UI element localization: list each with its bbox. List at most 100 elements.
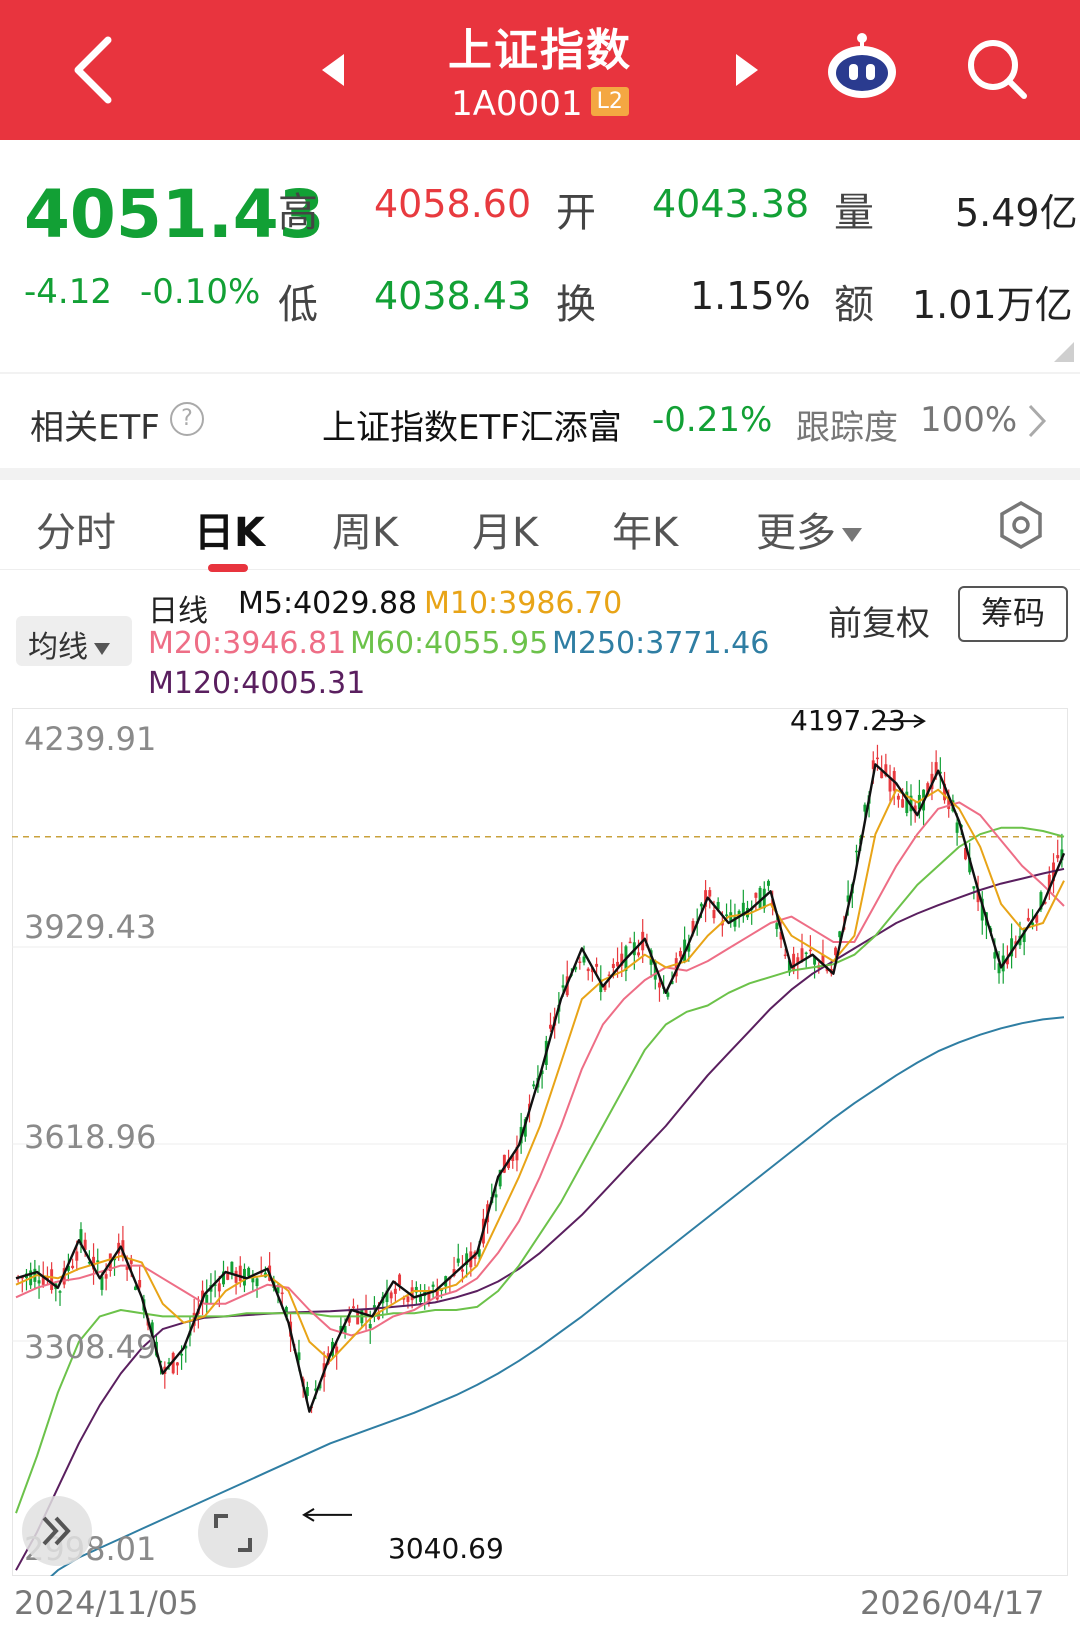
help-icon[interactable]: ?	[170, 402, 204, 436]
candle-body	[863, 804, 867, 812]
candle-body	[540, 1070, 544, 1074]
candle-body	[741, 902, 745, 917]
previous-stock-icon[interactable]	[318, 50, 348, 90]
high-annotation: 4197.23	[790, 704, 906, 737]
fullscreen-button[interactable]	[198, 1498, 268, 1568]
candle-body	[997, 963, 1001, 974]
tab-weekly-k[interactable]: 周K	[332, 510, 399, 556]
kline-chart[interactable]	[12, 708, 1068, 1576]
period-tabs	[0, 478, 1080, 570]
level2-badge: L2	[590, 87, 629, 116]
candle-body	[993, 952, 997, 959]
candle-body	[402, 1298, 406, 1300]
candle-body	[704, 890, 708, 907]
next-stock-icon[interactable]	[732, 50, 762, 90]
expand-left-button[interactable]	[22, 1496, 92, 1566]
period-label: 日线	[148, 594, 208, 629]
ma-selector[interactable]: 均线	[16, 616, 132, 666]
back-arrow-icon[interactable]	[60, 30, 130, 110]
candle-body	[976, 888, 980, 903]
ma120-value: M120:4005.31	[148, 666, 366, 701]
candle-body	[708, 890, 712, 897]
candle-body	[456, 1258, 460, 1263]
candle-body	[213, 1284, 217, 1286]
candle-body	[716, 901, 720, 910]
candle-body	[134, 1286, 137, 1290]
candle-body	[532, 1084, 536, 1087]
candle-body	[766, 880, 770, 886]
candle-body	[582, 956, 586, 963]
candle-body	[356, 1312, 360, 1325]
candle-body	[1047, 874, 1051, 892]
candle-body	[1026, 917, 1030, 921]
candle-body	[611, 963, 615, 968]
candle-body	[595, 963, 599, 967]
tab-monthly-k[interactable]: 月K	[472, 510, 539, 556]
candle-body	[880, 771, 884, 779]
candle-body	[129, 1258, 133, 1264]
candle-body	[808, 949, 812, 952]
candle-body	[691, 920, 695, 934]
adjustment-mode[interactable]: 前复权	[828, 604, 930, 644]
divider	[0, 372, 1080, 374]
top-header: 上证指数 1A0001 L2	[0, 0, 1080, 140]
candle-body	[234, 1270, 238, 1283]
candle-body	[888, 776, 892, 792]
candle-body	[217, 1283, 221, 1292]
tab-yearly-k[interactable]: 年K	[612, 510, 679, 556]
candle-body	[460, 1269, 464, 1272]
candle-body	[343, 1325, 347, 1334]
candle-body	[955, 822, 959, 833]
candle-body	[507, 1159, 511, 1169]
candle-body	[92, 1256, 96, 1270]
low-arrow-head	[302, 1508, 315, 1522]
candle-body	[712, 910, 716, 919]
candle-body	[87, 1261, 91, 1264]
candle-body	[414, 1286, 418, 1293]
candle-body	[205, 1294, 209, 1305]
candle-body	[884, 764, 888, 777]
candle-body	[1060, 849, 1064, 861]
ma250-value: M250:3771.46	[552, 626, 770, 661]
tab-daily-k[interactable]: 日K	[194, 510, 265, 556]
candle-body	[964, 848, 967, 860]
candle-body	[737, 910, 741, 916]
chart-settings-icon[interactable]	[996, 500, 1046, 550]
candle-body	[934, 762, 938, 776]
search-icon[interactable]	[964, 36, 1030, 102]
volume-label: 量	[834, 190, 874, 236]
candle-body	[771, 899, 775, 908]
candle-body	[314, 1388, 318, 1391]
candle-body	[838, 931, 842, 938]
candle-body	[180, 1353, 184, 1356]
candle-body	[603, 984, 607, 990]
price-change-percent: -0.10%	[140, 272, 261, 312]
candle-body	[37, 1280, 41, 1284]
candle-body	[1035, 914, 1039, 923]
y-tick-label: 3308.49	[24, 1328, 157, 1366]
candle-body	[628, 941, 632, 944]
candle-body	[83, 1239, 87, 1250]
candle-body	[226, 1271, 230, 1280]
expand-corner-icon[interactable]	[1054, 342, 1074, 362]
ma5-value: M5:4029.88	[238, 586, 418, 621]
candle-body	[96, 1260, 100, 1263]
tab-more[interactable]: 更多	[756, 500, 862, 558]
candle-body	[435, 1290, 439, 1300]
candle-body	[800, 948, 804, 961]
robot-assistant-icon[interactable]	[824, 30, 900, 100]
candle-body	[586, 968, 590, 972]
candle-body	[875, 757, 879, 760]
etf-name[interactable]: 上证指数ETF汇添富	[322, 408, 622, 448]
chevron-right-icon[interactable]	[1022, 402, 1052, 440]
candle-body	[276, 1287, 280, 1294]
candle-body	[561, 985, 565, 988]
tab-intraday[interactable]: 分时	[36, 510, 116, 556]
candle-body	[389, 1292, 393, 1299]
candle-body	[1056, 855, 1060, 859]
candle-body	[620, 953, 624, 966]
candle-body	[792, 953, 796, 972]
chip-distribution-button[interactable]: 筹码	[958, 586, 1068, 642]
related-etf-row[interactable]: 相关ETF 上证指数ETF汇添富 -0.21% 跟踪度 100%	[0, 374, 1080, 468]
